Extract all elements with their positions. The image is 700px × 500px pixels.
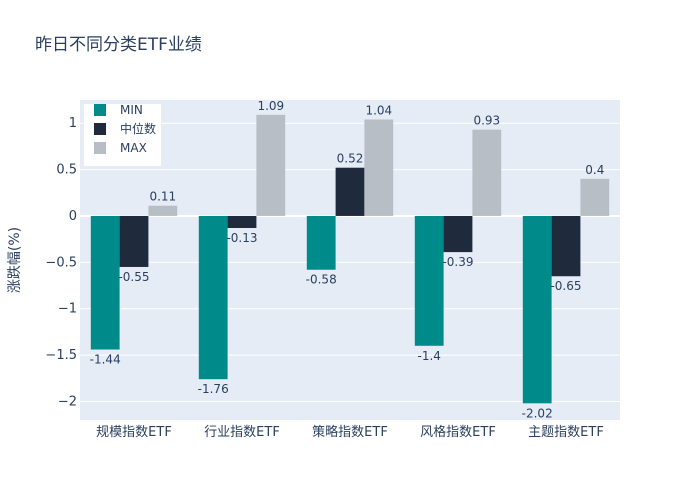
bar[interactable] <box>522 215 552 404</box>
legend-label[interactable]: MAX <box>120 141 147 155</box>
bar-value-label: -2.02 <box>522 406 553 420</box>
bar-value-label: -0.58 <box>306 273 337 287</box>
legend-label[interactable]: 中位数 <box>120 121 156 136</box>
y-tick-label: −0.5 <box>45 255 77 270</box>
chart-title: 昨日不同分类ETF业绩 <box>35 35 202 55</box>
y-tick-label: −1.5 <box>45 348 77 363</box>
bar[interactable] <box>148 205 178 216</box>
y-tick-label: 0.5 <box>56 163 77 178</box>
bar[interactable] <box>472 129 502 216</box>
legend[interactable]: MIN 中位数 MAX <box>84 103 161 166</box>
bar-value-label: -1.4 <box>417 349 440 363</box>
bar[interactable] <box>90 215 120 350</box>
bar[interactable] <box>306 215 336 270</box>
bar[interactable] <box>414 215 444 346</box>
axis-ticks: −2 −1.5 −1 −0.5 0 0.5 1 规模指数ETF 行业指数ETF 策略指数ETF 风格… <box>45 116 603 440</box>
bar-value-label: -1.44 <box>90 353 121 367</box>
bar[interactable] <box>335 167 365 216</box>
bar[interactable] <box>227 215 257 228</box>
bar-value-label: -0.65 <box>550 279 581 293</box>
bar[interactable] <box>551 215 581 277</box>
bar-value-label: -0.55 <box>118 270 149 284</box>
x-tick-label: 规模指数ETF <box>96 425 172 440</box>
bars-group <box>90 114 610 404</box>
bar-value-label: 0.11 <box>149 190 176 204</box>
bar[interactable] <box>256 114 286 216</box>
y-axis-title: 涨跌幅(%) <box>7 227 23 293</box>
x-tick-label: 风格指数ETF <box>420 424 496 440</box>
legend-swatch[interactable] <box>94 142 106 154</box>
legend-swatch[interactable] <box>94 123 106 135</box>
bar-value-label: -0.13 <box>226 231 257 245</box>
y-tick-label: 1 <box>69 116 77 131</box>
x-tick-label: 主题指数ETF <box>528 425 604 440</box>
y-tick-label: −1 <box>58 302 77 317</box>
bar-value-label: -0.39 <box>442 255 473 269</box>
legend-swatch[interactable] <box>94 104 106 116</box>
bar[interactable] <box>364 119 394 216</box>
bar[interactable] <box>119 215 149 267</box>
bar-value-label: 1.09 <box>257 99 284 113</box>
bar-value-label: 0.52 <box>337 152 364 166</box>
legend-label[interactable]: MIN <box>120 103 143 117</box>
bar-value-label: -1.76 <box>198 382 229 396</box>
x-tick-label: 行业指数ETF <box>204 425 280 440</box>
bar[interactable] <box>198 215 228 380</box>
bar[interactable] <box>443 215 473 253</box>
x-tick-label: 策略指数ETF <box>312 424 388 440</box>
y-tick-label: −2 <box>58 394 77 409</box>
bar[interactable] <box>580 178 610 216</box>
bar-value-label: 1.04 <box>365 103 392 117</box>
bar-value-label: 0.4 <box>585 163 604 177</box>
data-labels: -1.44 -1.76 -0.58 -1.4 -2.02 -0.55 -0.13 0.52 -0… <box>90 99 605 420</box>
y-tick-label: 0 <box>69 209 77 224</box>
bar-value-label: 0.93 <box>473 114 500 128</box>
